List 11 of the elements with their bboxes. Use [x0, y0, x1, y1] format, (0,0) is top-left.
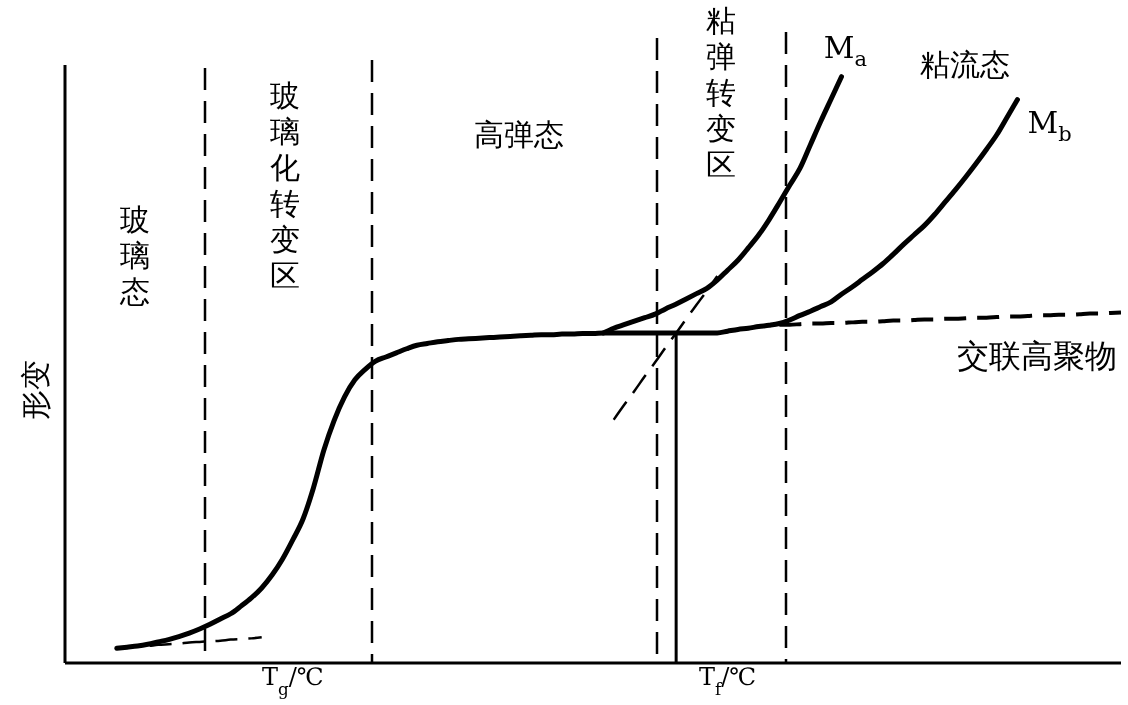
x-tick-label: T$_{f}$/℃ [699, 663, 757, 699]
annotation: 粘流态 [920, 47, 1010, 82]
annotation: 粘弹转变区 [706, 3, 736, 182]
annotation: 玻璃化转变区 [270, 78, 300, 293]
series-label: 交联高聚物 [957, 337, 1117, 376]
series-label: M$_{a}$ [823, 29, 868, 71]
series-label: M$_{b}$ [1027, 104, 1072, 146]
x-tick-label: T$_{g}$/℃ [261, 663, 324, 699]
annotation: 高弹态 [474, 117, 564, 152]
annotation: 玻璃态 [119, 202, 150, 309]
y-axis-title: 形变 [17, 360, 53, 420]
